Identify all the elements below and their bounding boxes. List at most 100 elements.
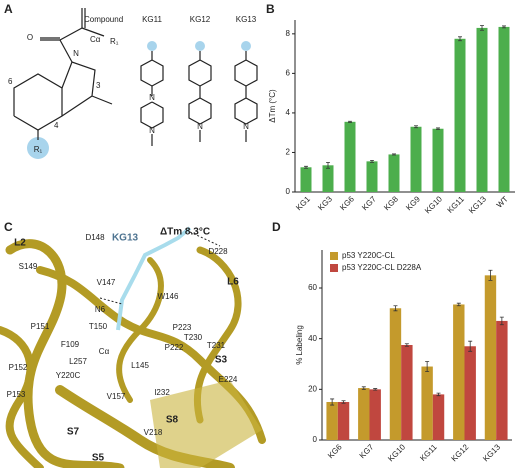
r-group: R₁ xyxy=(110,37,119,46)
residue-label: P152 xyxy=(9,363,28,372)
error-bar xyxy=(330,398,335,406)
compound-name: KG11 xyxy=(142,15,162,24)
atom-label: 6 xyxy=(8,77,13,86)
error-bar xyxy=(488,269,493,281)
y-tick-label: 0 xyxy=(313,435,318,444)
error-bar xyxy=(436,392,441,397)
bar xyxy=(369,389,381,440)
residue-label: P223 xyxy=(173,323,192,332)
atom-label: N xyxy=(149,93,155,102)
bar xyxy=(464,346,476,440)
bar xyxy=(410,126,422,192)
residue-label: T150 xyxy=(89,322,108,331)
error-bar xyxy=(436,127,440,130)
residue-label: P153 xyxy=(7,390,26,399)
atom-label: N xyxy=(243,122,249,131)
atom-label: O xyxy=(27,33,33,42)
residue-label: T230 xyxy=(184,333,203,342)
error-bar xyxy=(468,340,473,352)
residue-label: L145 xyxy=(131,361,149,370)
residue-label: L2 xyxy=(14,238,26,249)
legend-label: p53 Y220C-CL xyxy=(342,251,395,260)
residue-label: L6 xyxy=(227,277,239,288)
residue-label: P151 xyxy=(31,322,50,331)
atom-label: N xyxy=(197,122,203,131)
x-tick-label: WT xyxy=(495,194,510,209)
bar xyxy=(432,128,444,192)
error-bar xyxy=(499,316,504,326)
bar xyxy=(344,121,356,192)
y-axis-label: % Labeling xyxy=(295,325,304,365)
bar xyxy=(300,167,312,192)
compound-name: KG12 xyxy=(190,15,211,24)
residue-label: KG13 xyxy=(112,233,139,244)
residue-label: V157 xyxy=(107,392,126,401)
residue-label: F109 xyxy=(61,340,80,349)
residue-label: D148 xyxy=(85,233,105,242)
y-tick-label: 40 xyxy=(308,334,317,343)
error-bar xyxy=(361,386,366,390)
x-tick-label: KG7 xyxy=(360,194,378,212)
residue-label: S5 xyxy=(92,453,105,464)
scaffold xyxy=(13,8,113,159)
residue-label: S3 xyxy=(215,355,228,366)
error-bar xyxy=(425,361,430,372)
x-tick-label: KG12 xyxy=(450,442,471,463)
bar xyxy=(421,366,433,440)
bar xyxy=(498,26,510,192)
y-tick-label: 20 xyxy=(308,384,317,393)
atom-label: R₁ xyxy=(34,145,43,154)
residue-label: E224 xyxy=(219,375,238,384)
x-tick-label: KG3 xyxy=(316,194,334,212)
residue-label: W146 xyxy=(158,292,179,301)
bar xyxy=(358,388,370,440)
residue-label: V147 xyxy=(97,278,116,287)
y-tick-label: 0 xyxy=(286,187,291,196)
error-bar xyxy=(480,25,484,31)
bar xyxy=(389,308,402,440)
bar xyxy=(476,27,488,192)
x-tick-label: KG13 xyxy=(467,194,488,215)
error-bar xyxy=(304,165,308,169)
error-bar xyxy=(373,388,378,391)
atom-label: 3 xyxy=(96,81,101,90)
bar xyxy=(322,165,334,192)
error-bar xyxy=(348,120,352,123)
atom-label: N xyxy=(149,126,155,135)
bar xyxy=(453,304,465,440)
x-tick-label: KG11 xyxy=(418,442,439,463)
bar xyxy=(326,402,338,440)
header: Compound xyxy=(84,15,123,24)
legend-swatch xyxy=(330,252,338,260)
x-tick-label: KG10 xyxy=(423,194,444,215)
residue-label: S149 xyxy=(19,262,38,271)
x-tick-label: KG13 xyxy=(481,442,502,463)
residue-label: L257 xyxy=(69,357,87,366)
panel-label: A xyxy=(4,2,13,16)
x-tick-label: KG6 xyxy=(338,194,356,212)
residue-label: T231 xyxy=(207,341,226,350)
atom-label: Cα xyxy=(90,35,101,44)
x-tick-label: KG10 xyxy=(386,442,407,463)
atom-label: N xyxy=(73,49,79,58)
error-bar xyxy=(393,305,398,312)
residue-label: P222 xyxy=(165,343,184,352)
residue-label: S8 xyxy=(166,415,179,426)
bar xyxy=(366,161,378,192)
error-bar xyxy=(392,153,396,156)
error-bar xyxy=(414,125,418,129)
residue-label: D228 xyxy=(208,247,228,256)
y-tick-label: 2 xyxy=(286,148,291,157)
substituents xyxy=(140,41,258,146)
panel-label: C xyxy=(4,220,13,234)
error-bar xyxy=(502,25,506,29)
y-tick-label: 60 xyxy=(308,283,317,292)
legend-swatch xyxy=(330,264,338,272)
residue-label: N6 xyxy=(95,305,106,314)
residue-label: V218 xyxy=(144,428,163,437)
bar xyxy=(496,320,508,440)
y-tick-label: 4 xyxy=(286,108,291,117)
bar xyxy=(432,394,445,440)
bar xyxy=(337,402,350,440)
